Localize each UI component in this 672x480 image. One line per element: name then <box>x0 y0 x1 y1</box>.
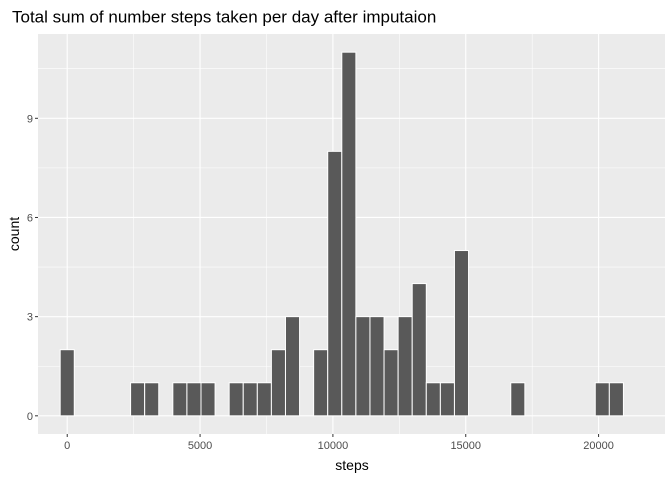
histogram-bar <box>130 382 146 417</box>
histogram-bar <box>270 349 286 417</box>
histogram-bar <box>341 51 357 417</box>
y-axis-title: count <box>6 217 22 251</box>
histogram-bar <box>397 316 413 417</box>
x-tick-label: 10000 <box>318 440 349 452</box>
histogram-bar <box>228 382 244 417</box>
y-tick-label: 0 <box>27 411 33 423</box>
histogram-bar <box>242 382 258 417</box>
y-tick-label: 9 <box>27 113 33 125</box>
x-tick-label: 5000 <box>188 440 212 452</box>
y-tick-label: 3 <box>27 312 33 324</box>
histogram-bar <box>594 382 610 417</box>
histogram-bar <box>425 382 441 417</box>
histogram-bar <box>256 382 272 417</box>
histogram-bar <box>284 316 301 417</box>
histogram-bar <box>369 316 385 417</box>
histogram-bar <box>186 382 202 417</box>
histogram-bar <box>172 382 188 417</box>
histogram-bar <box>383 349 399 417</box>
x-axis: 0 5000 10000 15000 20000 <box>64 434 614 452</box>
histogram-bar <box>453 250 470 417</box>
histogram-bar <box>200 382 216 417</box>
histogram-bar <box>439 382 455 417</box>
x-axis-title: steps <box>335 457 368 473</box>
x-tick-label: 15000 <box>450 440 481 452</box>
y-axis: 0 3 6 9 <box>27 113 38 423</box>
histogram-bar <box>313 349 329 417</box>
y-tick-label: 6 <box>27 212 33 224</box>
histogram-bar <box>411 283 427 417</box>
histogram-bar <box>355 316 371 417</box>
histogram-bar <box>144 382 160 417</box>
histogram-bar <box>327 150 343 417</box>
histogram-bars <box>59 51 624 417</box>
histogram-bar <box>59 349 75 417</box>
histogram-bar <box>510 382 526 417</box>
x-tick-label: 0 <box>64 440 70 452</box>
chart-title: Total sum of number steps taken per day … <box>12 8 436 27</box>
histogram-bar <box>608 382 624 417</box>
x-tick-label: 20000 <box>583 440 614 452</box>
